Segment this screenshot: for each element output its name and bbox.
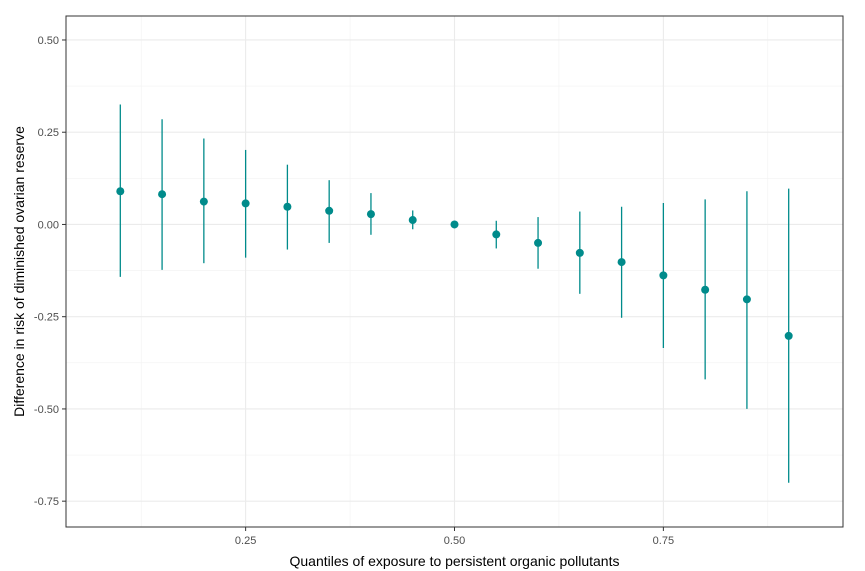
y-tick-label: 0.00	[38, 219, 59, 231]
data-point	[408, 216, 417, 225]
x-axis-title: Quantiles of exposure to persistent orga…	[290, 553, 620, 569]
data-point	[158, 190, 167, 199]
x-tick-label: 0.50	[444, 535, 465, 547]
y-tick-label: -0.50	[34, 404, 59, 416]
data-point	[199, 197, 208, 206]
data-point	[116, 187, 125, 196]
y-tick-label: -0.25	[34, 312, 59, 324]
data-point	[492, 230, 501, 239]
data-point	[366, 210, 375, 219]
data-point	[450, 220, 459, 229]
data-point	[241, 199, 250, 208]
data-point	[659, 271, 668, 280]
y-tick-label: 0.50	[38, 35, 59, 47]
grid-layer	[66, 16, 843, 527]
x-tick-label: 0.25	[235, 535, 256, 547]
data-point	[534, 238, 543, 247]
data-point	[575, 248, 584, 257]
x-tick-label: 0.75	[653, 535, 674, 547]
axis-layer: 0.25 0.50 0.75 -0.75 -0.50 -0.25 0.00 0.25 0.50	[34, 35, 674, 547]
y-tick-label: 0.25	[38, 127, 59, 139]
data-point	[617, 258, 626, 267]
y-tick-label: -0.75	[34, 496, 59, 508]
data-point	[784, 331, 793, 340]
data-point	[701, 285, 710, 294]
mark-layer	[116, 104, 793, 483]
data-point	[283, 202, 292, 211]
data-point	[742, 295, 751, 304]
y-axis-title: Difference in risk of diminished ovarian…	[11, 126, 27, 417]
data-point	[325, 206, 334, 215]
